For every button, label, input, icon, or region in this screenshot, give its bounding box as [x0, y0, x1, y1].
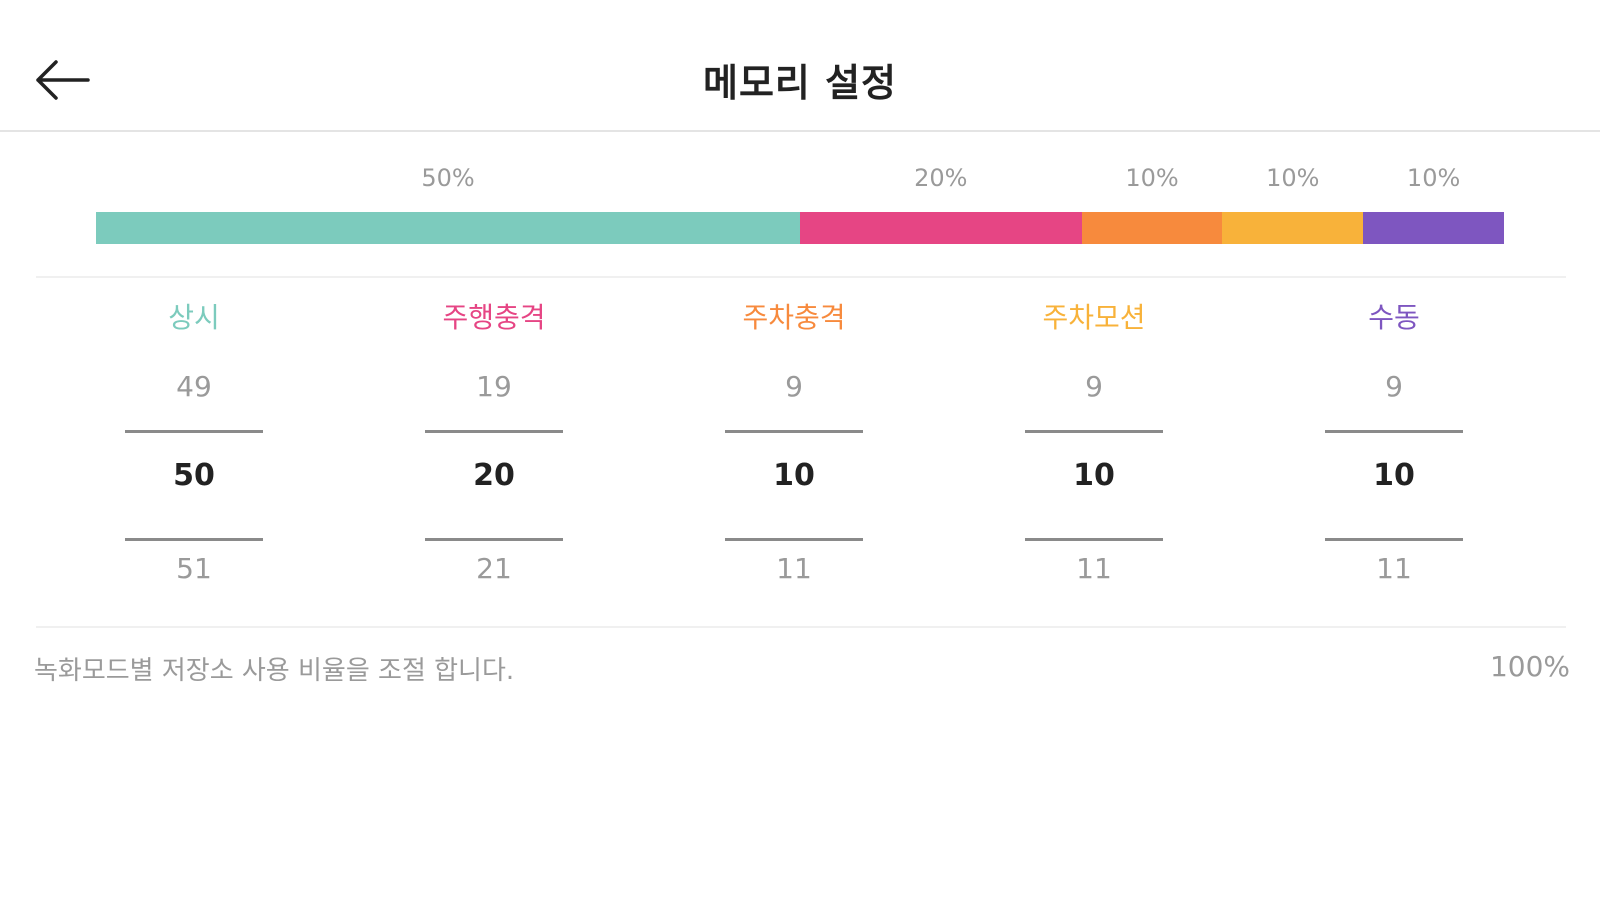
- picker-column-always: 상시 49 50 51: [94, 296, 294, 602]
- number-picker-driving-impact[interactable]: 19 20 21: [394, 362, 594, 602]
- percent-label-always: 50%: [421, 164, 475, 192]
- mode-label-manual: 수동: [1368, 301, 1420, 334]
- picker-divider: [1025, 430, 1163, 433]
- bar-segment-manual: [1363, 212, 1504, 244]
- mode-label-driving-impact: 주행충격: [442, 301, 546, 334]
- number-picker-manual[interactable]: 9 10 11: [1294, 362, 1494, 602]
- page-title: 메모리 설정: [702, 61, 898, 105]
- total-percent: 100%: [1489, 650, 1570, 683]
- picker-column-driving-impact: 주행충격 19 20 21: [394, 296, 594, 602]
- picker-divider: [425, 538, 563, 541]
- percent-label-driving-impact: 20%: [914, 164, 968, 192]
- picker-prev-value[interactable]: 9: [1085, 370, 1103, 403]
- picker-divider: [725, 538, 863, 541]
- picker-current-value: 20: [473, 458, 515, 493]
- picker-divider: [125, 430, 263, 433]
- bar-segment-parking-impact: [1081, 212, 1223, 244]
- bar-segment-driving-impact: [800, 212, 1082, 244]
- picker-next-value[interactable]: 21: [476, 552, 512, 585]
- picker-divider: [725, 430, 863, 433]
- ratio-pickers: 상시 49 50 51 주행충격 19 20 21 주차충격 9 10 11 주차모션 9 10 11 수동 9 1…: [0, 296, 1600, 616]
- number-picker-parking-motion[interactable]: 9 10 11: [994, 362, 1194, 602]
- app-header: 메모리 설정: [0, 0, 1600, 132]
- picker-current-value: 10: [1073, 458, 1115, 493]
- picker-divider: [425, 430, 563, 433]
- bar-segment-parking-motion: [1222, 212, 1364, 244]
- picker-next-value[interactable]: 11: [1076, 552, 1112, 585]
- divider: [36, 276, 1566, 278]
- picker-prev-value[interactable]: 9: [1385, 370, 1403, 403]
- picker-divider: [1325, 430, 1463, 433]
- memory-ratio-bar: [96, 212, 1504, 244]
- picker-prev-value[interactable]: 9: [785, 370, 803, 403]
- picker-divider: [1325, 538, 1463, 541]
- arrow-left-icon: [36, 60, 90, 100]
- percent-label-manual: 10%: [1406, 164, 1461, 192]
- bar-segment-always: [96, 212, 800, 244]
- picker-next-value[interactable]: 51: [176, 552, 212, 585]
- picker-current-value: 50: [173, 458, 215, 493]
- mode-label-parking-motion: 주차모션: [1042, 301, 1146, 334]
- percent-label-parking-impact: 10%: [1125, 164, 1179, 192]
- number-picker-parking-impact[interactable]: 9 10 11: [694, 362, 894, 602]
- back-button[interactable]: [30, 52, 94, 108]
- picker-prev-value[interactable]: 49: [176, 370, 212, 403]
- picker-current-value: 10: [1373, 458, 1415, 493]
- mode-label-parking-impact: 주차충격: [742, 301, 846, 334]
- footer-description: 녹화모드별 저장소 사용 비율을 조절 합니다.: [34, 656, 515, 686]
- number-picker-always[interactable]: 49 50 51: [94, 362, 294, 602]
- picker-column-parking-impact: 주차충격 9 10 11: [694, 296, 894, 602]
- percent-labels: 50% 20% 10% 10% 10%: [96, 164, 1504, 200]
- divider: [36, 626, 1566, 628]
- picker-current-value: 10: [773, 458, 815, 493]
- picker-next-value[interactable]: 11: [776, 552, 812, 585]
- picker-column-manual: 수동 9 10 11: [1294, 296, 1494, 602]
- mode-label-always: 상시: [168, 301, 220, 334]
- percent-label-parking-motion: 10%: [1266, 164, 1320, 192]
- picker-divider: [125, 538, 263, 541]
- picker-prev-value[interactable]: 19: [476, 370, 512, 403]
- picker-column-parking-motion: 주차모션 9 10 11: [994, 296, 1194, 602]
- picker-next-value[interactable]: 11: [1376, 552, 1412, 585]
- picker-divider: [1025, 538, 1163, 541]
